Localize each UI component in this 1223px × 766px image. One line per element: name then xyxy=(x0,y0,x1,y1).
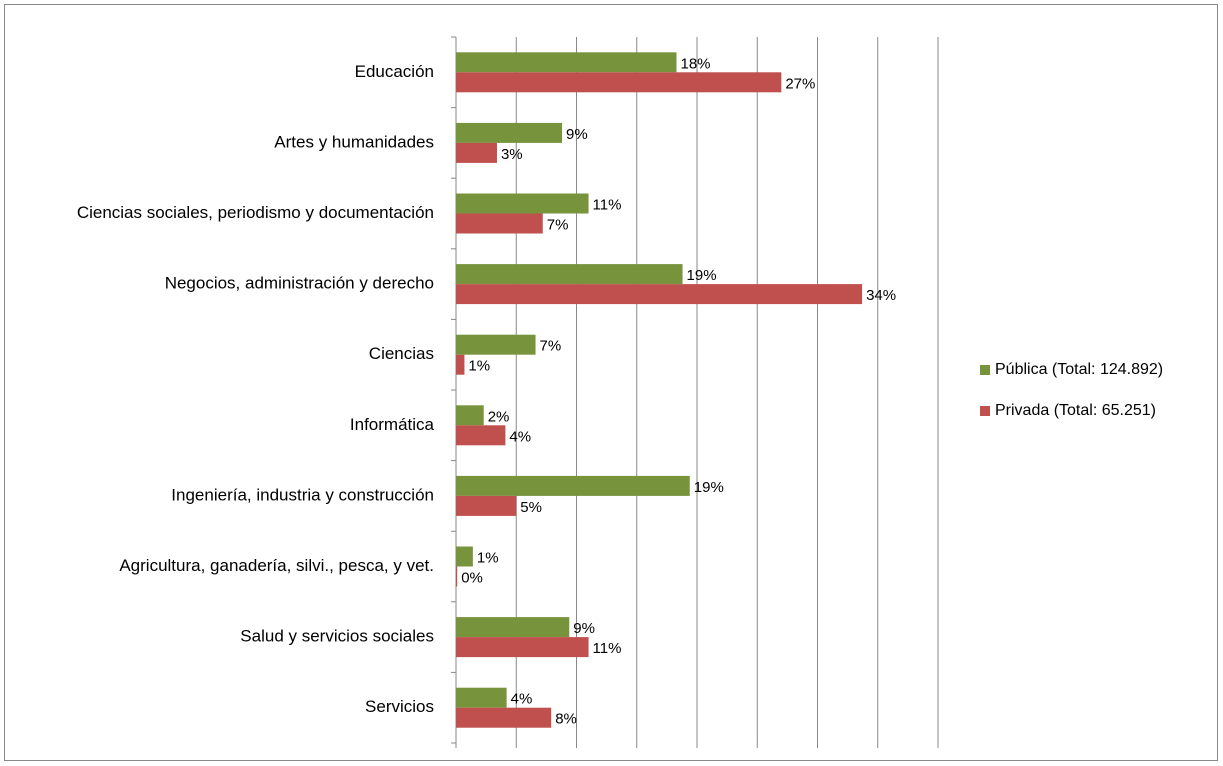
legend-swatch xyxy=(980,406,990,416)
bar xyxy=(456,475,690,496)
value-label: 34% xyxy=(866,287,896,304)
value-label: 3% xyxy=(501,146,523,163)
y-tick-label: Ingeniería, industria y construcción xyxy=(171,485,434,504)
bar xyxy=(456,566,458,587)
bar xyxy=(456,72,782,93)
chart-border xyxy=(4,4,1218,761)
value-label: 27% xyxy=(785,75,815,92)
value-label: 1% xyxy=(477,549,499,566)
y-tick-label: Informática xyxy=(350,415,435,434)
bar xyxy=(456,425,506,446)
value-label: 4% xyxy=(509,428,531,445)
value-label: 9% xyxy=(566,126,588,143)
y-tick-label: Educación xyxy=(355,62,434,81)
value-label: 19% xyxy=(694,479,724,496)
bar xyxy=(456,405,484,426)
y-tick-label: Negocios, administración y derecho xyxy=(165,274,434,293)
bar xyxy=(456,52,677,73)
value-label: 7% xyxy=(540,338,562,355)
value-label: 1% xyxy=(468,358,490,375)
bar xyxy=(456,264,683,285)
bar xyxy=(456,142,497,163)
bar xyxy=(456,707,552,728)
bar xyxy=(456,193,589,214)
value-label: 4% xyxy=(511,691,533,708)
value-label: 11% xyxy=(593,640,622,657)
y-tick-label: Artes y humanidades xyxy=(274,132,434,151)
y-tick-label: Agricultura, ganadería, silvi., pesca, y… xyxy=(119,556,434,575)
bar xyxy=(456,546,473,567)
value-label: 7% xyxy=(547,216,569,233)
value-label: 18% xyxy=(681,55,711,72)
bar xyxy=(456,354,465,375)
bar xyxy=(456,334,536,355)
y-tick-label: Salud y servicios sociales xyxy=(240,627,434,646)
bar xyxy=(456,495,517,516)
bar xyxy=(456,617,570,638)
y-tick-label: Ciencias sociales, periodismo y document… xyxy=(77,203,434,222)
y-tick-label: Servicios xyxy=(365,697,434,716)
value-label: 0% xyxy=(461,569,483,586)
legend-label: Privada (Total: 65.251) xyxy=(995,402,1156,419)
legend-swatch xyxy=(980,365,990,375)
legend-label: Pública (Total: 124.892) xyxy=(995,361,1163,378)
bar xyxy=(456,687,507,708)
value-label: 8% xyxy=(555,711,577,728)
value-label: 9% xyxy=(573,620,595,637)
value-label: 11% xyxy=(593,196,622,213)
bar xyxy=(456,122,563,143)
y-tick-label: Ciencias xyxy=(369,344,434,363)
bar xyxy=(456,284,863,305)
bar xyxy=(456,213,543,234)
value-label: 2% xyxy=(488,408,510,425)
bar xyxy=(456,637,589,658)
value-label: 5% xyxy=(520,499,542,516)
value-label: 19% xyxy=(687,267,717,284)
